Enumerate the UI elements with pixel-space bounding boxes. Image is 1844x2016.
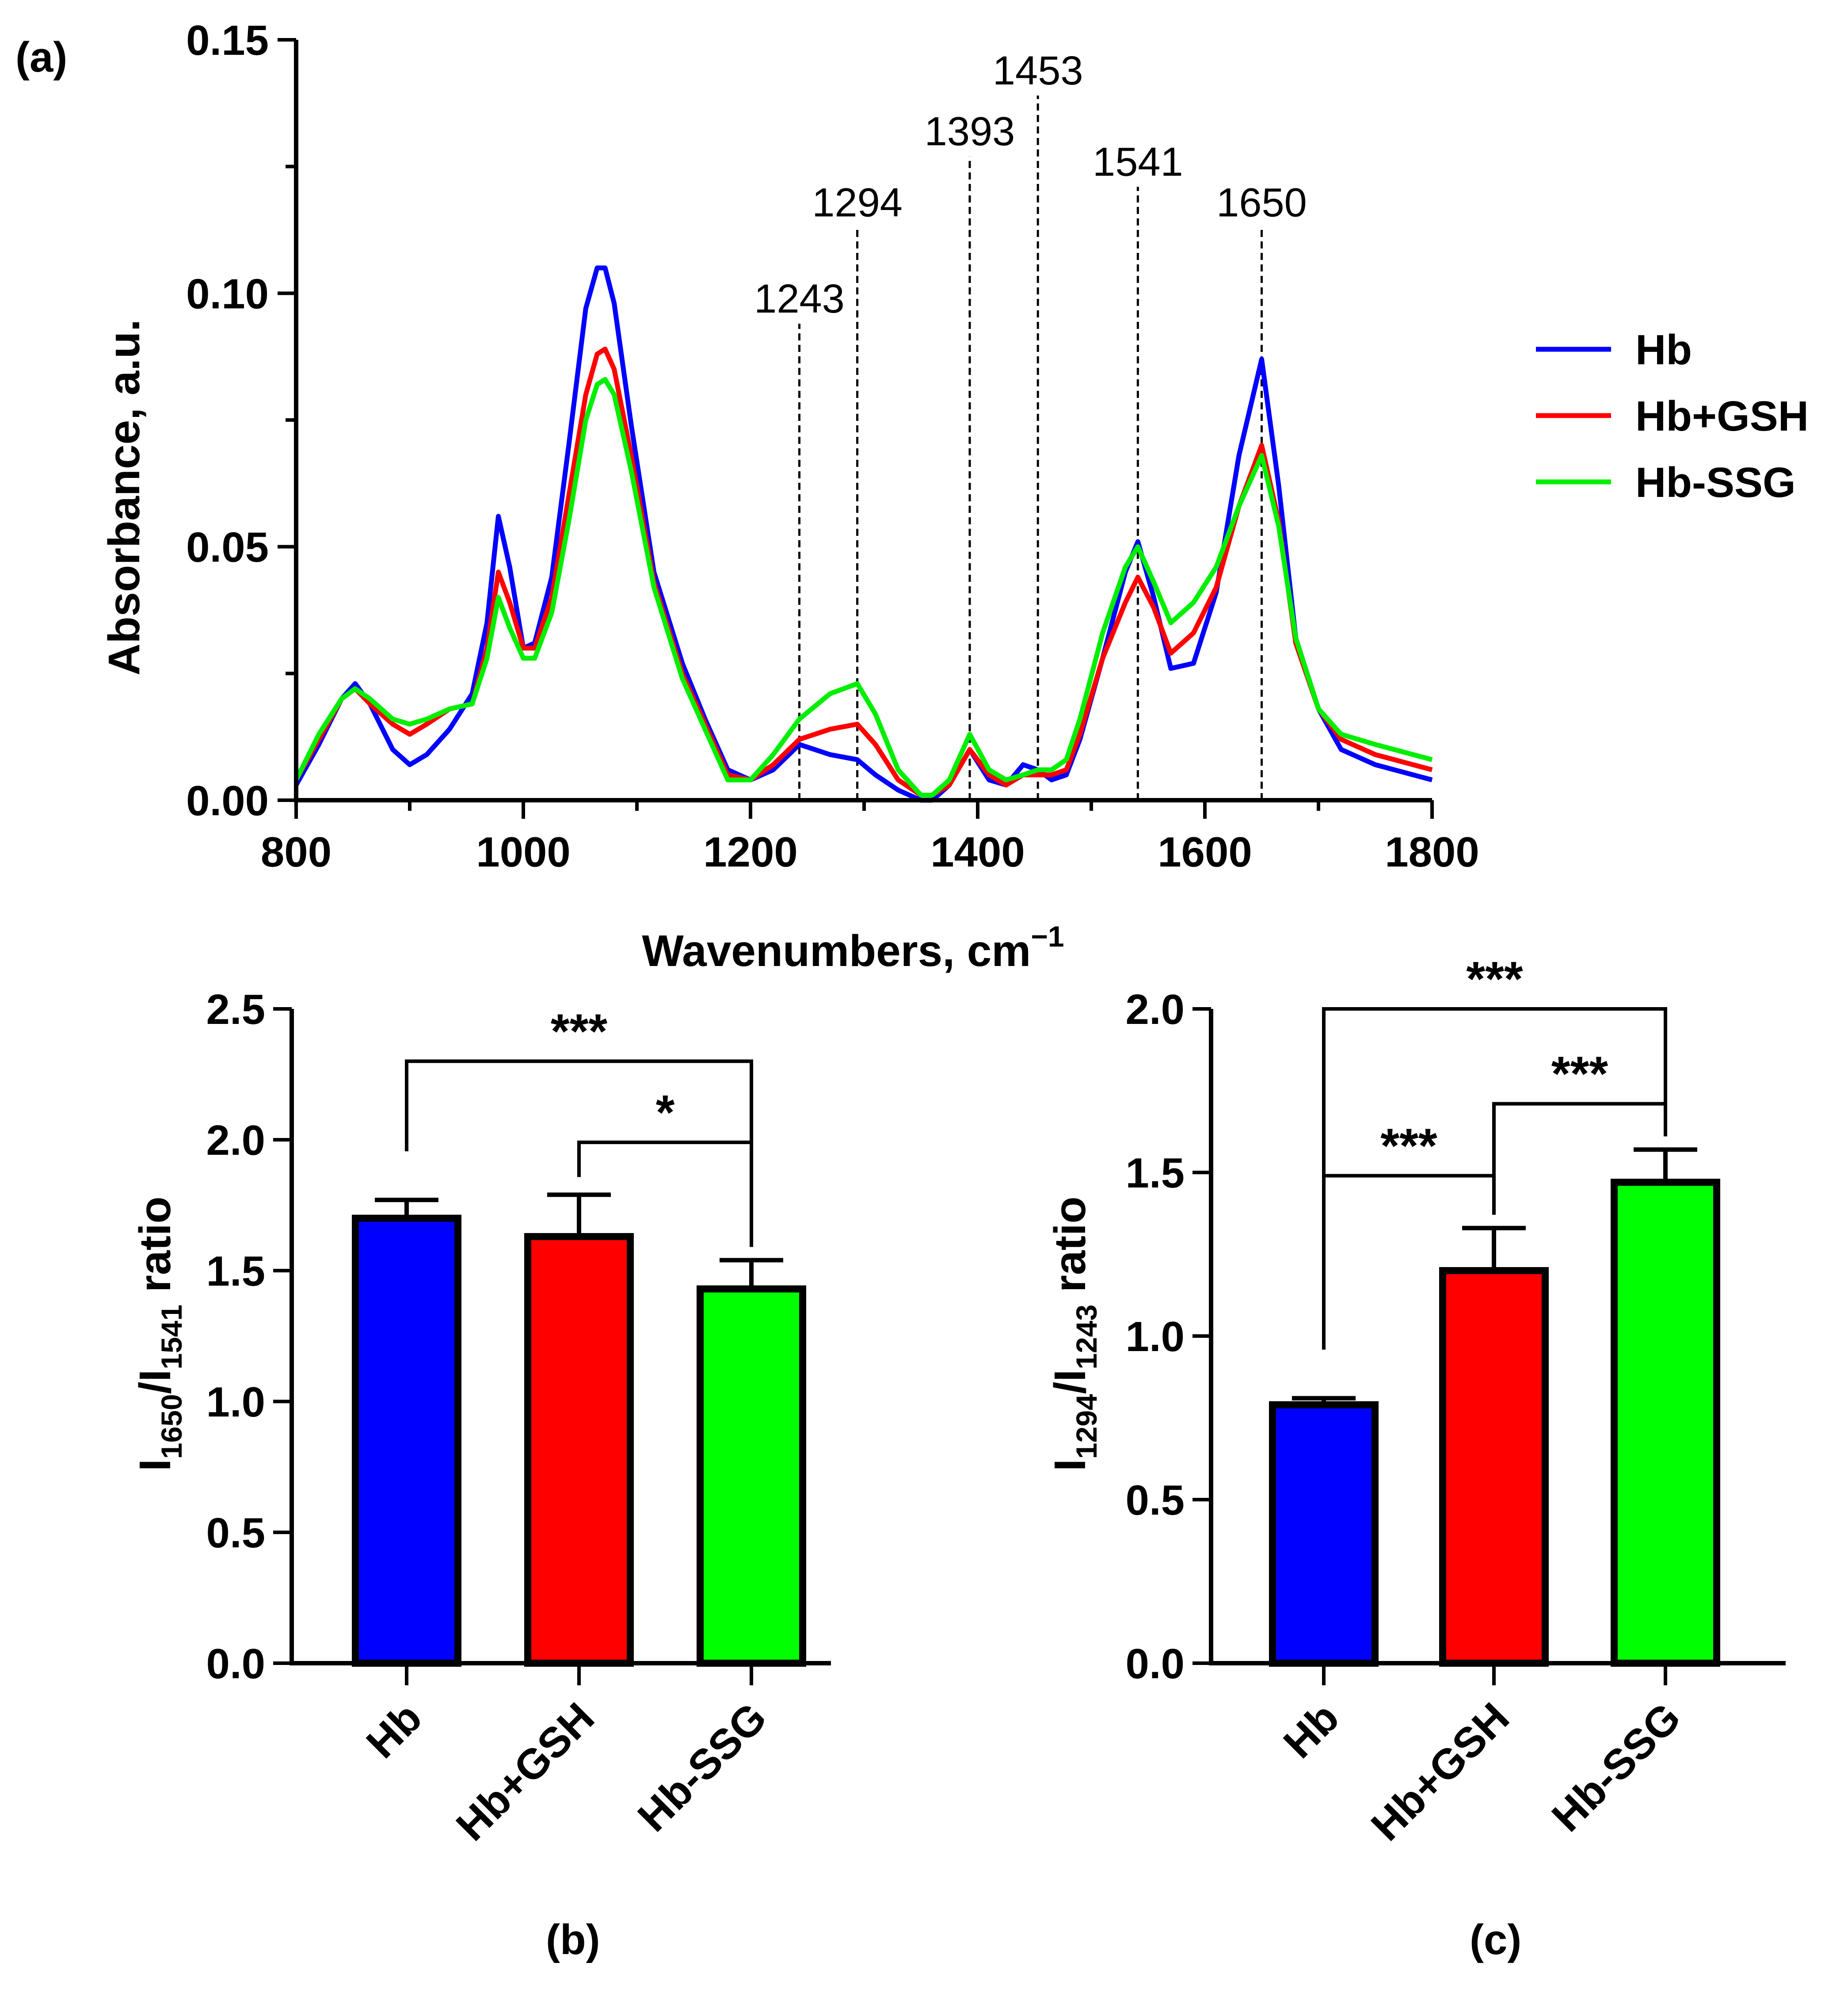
ratio-b-y-axis-label: I1650/I1541 ratio (130, 1196, 188, 1471)
peak-marker-label-1453: 1453 (993, 48, 1083, 93)
bar-Hb (1269, 1401, 1379, 1667)
spectrum-axes: 0.00 0.05 0.10 0.15 800 1000 1200 1400 1600 1800 (186, 17, 1479, 876)
panel-label-b: (b) (546, 1916, 600, 1963)
y-tick-label: 0.0 (1126, 1640, 1185, 1688)
category-label-Hb-SSG: Hb-SSG (629, 1694, 776, 1840)
y-tick-label: 0.10 (186, 270, 269, 317)
category-label-Hb+GSH: Hb+GSH (447, 1694, 603, 1850)
bar-Hb+GSH (524, 1233, 634, 1667)
ratio-chart-b: 0.00.51.01.52.02.5Hb Hb+GSH Hb-SSG**** I16… (130, 986, 831, 1850)
ratio-chart-b-plot: 0.00.51.01.52.02.5Hb Hb+GSH Hb-SSG**** (206, 986, 831, 1850)
peak-markers: 1243 1294 1393 1453 1541 1650 (754, 48, 1307, 800)
y-tick-label: 0.00 (186, 777, 269, 825)
series-line-Hb-SSG (294, 377, 1433, 798)
ratio-c-y-axis-label: I1294/I1243 ratio (1045, 1196, 1103, 1471)
peak-marker-label-1393: 1393 (925, 109, 1015, 154)
legend-label-Hb-SSG: Hb-SSG (1635, 459, 1796, 506)
y-label-text: /I (1045, 1370, 1095, 1394)
bar-Hb-SSG (1611, 1179, 1720, 1667)
x-tick-label: 1000 (476, 829, 571, 876)
y-tick-label: 2.0 (1126, 986, 1185, 1033)
y-label-text: ratio (1045, 1196, 1095, 1304)
legend-label-Hb: Hb (1635, 326, 1692, 374)
x-axis-label-superscript: −1 (1031, 920, 1064, 953)
significance-bracket-1 (1492, 1102, 1667, 1210)
x-tick-label: 1400 (930, 829, 1025, 876)
y-tick-label: 0.5 (1126, 1477, 1185, 1524)
spectrum-chart: 1243 1294 1393 1453 1541 1650 0.00 0.05 0.10 0.1… (99, 17, 1809, 976)
y-label-subscript: 1650 (155, 1394, 188, 1459)
significance-label-2: *** (1380, 1119, 1437, 1173)
y-label-text: ratio (130, 1196, 180, 1304)
x-tick-label: 800 (261, 829, 331, 876)
panel-label-a: (a) (15, 34, 67, 81)
category-label-Hb: Hb (358, 1694, 431, 1767)
y-label-subscript: 1243 (1070, 1305, 1103, 1370)
bar-Hb-SSG (697, 1285, 806, 1667)
y-tick-label: 1.5 (206, 1248, 265, 1295)
series-line-Hb (294, 265, 1433, 803)
significance-label-0: *** (551, 1004, 608, 1058)
y-tick-label: 0.5 (206, 1509, 265, 1557)
y-tick-label: 1.0 (1126, 1313, 1185, 1360)
y-tick-label: 2.0 (206, 1117, 265, 1164)
y-label-text: I (1045, 1459, 1095, 1471)
significance-label-1: * (656, 1085, 675, 1140)
y-tick-label: 2.5 (206, 986, 265, 1033)
y-tick-label: 0.0 (206, 1640, 265, 1688)
spectrum-legend: Hb Hb+GSH Hb-SSG (1536, 326, 1809, 506)
bar-Hb+GSH (1439, 1267, 1549, 1667)
category-label-Hb+GSH: Hb+GSH (1362, 1694, 1518, 1850)
significance-label-0: *** (1466, 952, 1523, 1006)
spectrum-lines (294, 265, 1433, 803)
y-tick-label: 1.0 (206, 1378, 265, 1426)
spectrum-y-axis-label: Absorbance, a.u. (99, 319, 149, 676)
x-axis-label-text: Wavenumbers, cm (642, 926, 1031, 976)
y-tick-label: 0.05 (186, 524, 269, 571)
bar-Hb (352, 1214, 461, 1667)
significance-label-1: *** (1551, 1047, 1608, 1101)
x-tick-label: 1200 (703, 829, 798, 876)
category-label-Hb-SSG: Hb-SSG (1543, 1694, 1690, 1840)
y-label-text: /I (130, 1370, 180, 1394)
y-tick-label: 0.15 (186, 17, 269, 64)
significance-bracket-2 (1322, 1174, 1496, 1350)
ratio-chart-c-plot: 0.0 0.5 1.0 1.5 2.0 Hb Hb+GSH Hb-SSG *** *** *** (1126, 952, 1786, 1850)
x-tick-label: 1600 (1158, 829, 1252, 876)
spectrum-x-axis-label: Wavenumbers, cm−1 (642, 920, 1064, 976)
category-label-Hb: Hb (1275, 1694, 1348, 1767)
peak-marker-label-1294: 1294 (812, 180, 903, 225)
peak-marker-label-1243: 1243 (754, 276, 845, 321)
y-label-text: I (130, 1459, 180, 1471)
peak-marker-label-1650: 1650 (1216, 180, 1307, 225)
significance-bracket-1 (577, 1140, 753, 1247)
legend-label-Hb+GSH: Hb+GSH (1635, 393, 1809, 440)
ratio-chart-c: 0.0 0.5 1.0 1.5 2.0 Hb Hb+GSH Hb-SSG *** *** *** I… (1045, 952, 1786, 1850)
y-label-subscript: 1541 (155, 1305, 188, 1370)
panel-label-c: (c) (1470, 1916, 1521, 1963)
y-label-subscript: 1294 (1070, 1394, 1103, 1459)
y-tick-label: 1.5 (1126, 1149, 1185, 1197)
peak-marker-label-1541: 1541 (1093, 140, 1183, 185)
x-tick-label: 1800 (1385, 829, 1479, 876)
